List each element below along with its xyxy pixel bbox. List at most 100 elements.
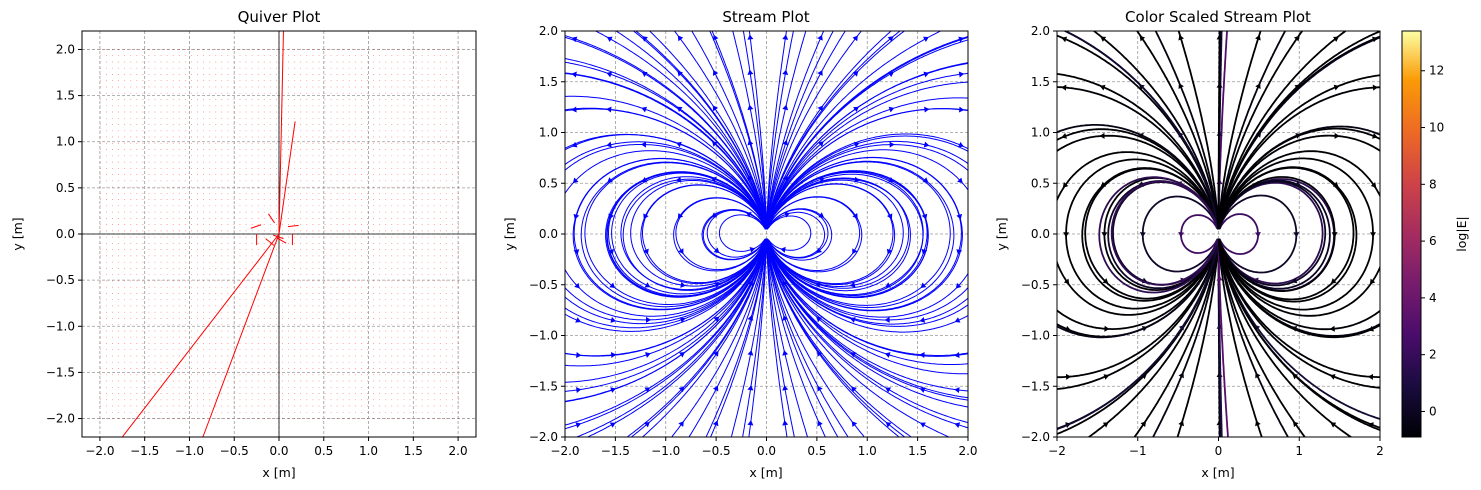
streamline-arrow [1065,373,1072,380]
streamline [1176,238,1220,437]
colorbar-label: log|E| [1454,216,1469,251]
streamline [701,209,766,261]
streamline-arrow [640,141,647,148]
streamline-arrow [645,316,651,323]
streamline-arrow [919,317,926,323]
streamline-arrow [922,177,929,183]
streamline-arrow [1140,421,1147,428]
quiver-panel: Quiver Plot −2.0 −1.5 −1.0 −0.5 0.0 0.5 1.0 1.5… [10,8,477,480]
streamline-arrow [1063,232,1070,238]
x-tick-label: −1.5 [601,444,630,458]
streamline [565,238,767,403]
streamline [766,31,825,229]
streamline-arrow [1216,34,1223,40]
y-tick-label: −1.5 [1021,379,1050,393]
streamline-arrow [889,141,895,148]
streamline-arrow [606,71,613,78]
streamline [1218,239,1380,429]
colorbar-tick-label: 0 [1429,404,1437,418]
streamline [1218,240,1380,317]
streamline [565,239,767,329]
stream-ylabel: y [m] [502,217,517,250]
x-tick-label: 0.5 [807,444,826,458]
streamline [1217,31,1348,230]
streamline [565,72,767,229]
streamline [730,240,767,437]
streamline-arrow [919,387,926,393]
quiver-arrow [121,233,280,437]
streamline-arrow [921,213,928,220]
streamline [709,31,767,229]
streamline-arrow [575,317,581,323]
streamline-arrow [712,34,719,41]
streamline [748,239,767,437]
streamline [1057,238,1219,339]
colorbar: 0 2 4 6 8 10 12 log|E| [1401,30,1469,438]
y-tick-label: −1.5 [46,365,75,379]
streamline-arrow [887,36,894,42]
streamline-arrow [1291,277,1298,284]
colorbar-frame [1401,30,1422,438]
quiver-title: Quiver Plot [238,8,321,26]
streamline-arrow [676,141,682,148]
streamline-arrow [854,176,860,183]
streamline [732,31,767,229]
streamline [565,35,767,229]
colorbar-tick-label: 8 [1429,177,1437,191]
streamline [1217,31,1262,230]
streamline-arrow [817,34,823,41]
streamline-arrow [678,421,684,427]
streamline [1218,166,1358,303]
streamline-arrow [1255,420,1261,427]
x-tick-label: −2.0 [85,444,114,458]
streamline-arrow [784,211,790,218]
streamline-arrow [1178,324,1185,331]
streamline [630,180,767,287]
streamline [565,238,767,367]
streamline-arrow [573,213,580,220]
streamline-arrow [713,247,720,254]
streamline-arrow [1330,278,1337,284]
streamline [691,31,767,228]
streamline-arrow [1178,83,1184,89]
streamline-arrow [1370,182,1377,188]
streamline [1057,72,1219,229]
streamline-arrow [644,387,651,393]
stream-grid [564,30,969,438]
x-tick-label: 1 [1295,444,1303,458]
stream-xlabel: x [m] [749,465,782,480]
streamline-arrow [1255,372,1261,379]
streamline [766,31,846,229]
quiver-ylabel: y [m] [10,217,25,250]
streamline-arrow [817,385,823,392]
streamline-arrow [782,385,789,391]
streamline-arrow [1292,421,1299,428]
streamline-arrow [955,282,962,289]
streamline-arrow [782,139,789,146]
streamline [1057,238,1219,316]
streamline-arrow [1333,84,1340,91]
streamline [766,238,809,437]
streamline [1063,31,1220,230]
streamline-arrow [1100,181,1107,187]
streamline [1057,239,1219,431]
streamline [673,31,767,228]
streamline-arrow [574,282,580,289]
colorbar-ticks: 0 2 4 6 8 10 12 [1421,64,1444,418]
streamline [766,31,787,230]
streamline [766,239,968,357]
streamline-arrow [817,105,823,112]
y-tick-label: 1.0 [56,135,75,149]
streamline [766,160,955,308]
color-stream-lines [1057,31,1380,437]
streamline [565,239,767,426]
streamline-arrow [818,212,825,218]
streamline-arrow [1063,278,1070,285]
colorbar-tick-label: 12 [1429,64,1444,78]
stream-lines [565,31,968,437]
streamline [1057,151,1219,229]
streamline-arrow [958,141,964,148]
streamline-arrow [644,282,651,288]
streamline [1218,179,1331,290]
